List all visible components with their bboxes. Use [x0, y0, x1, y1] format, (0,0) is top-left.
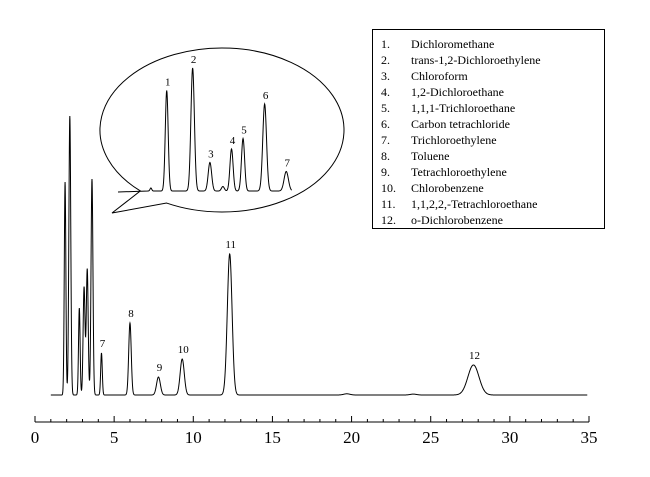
legend-item-number: 2.	[381, 53, 390, 67]
legend-item: 2. trans-1,2-Dichloroethylene	[381, 52, 604, 68]
x-tick-label: 20	[343, 428, 360, 447]
x-tick-label: 25	[422, 428, 439, 447]
legend-item: 7. Trichloroethylene	[381, 132, 604, 148]
peak-label: 10	[178, 344, 190, 356]
x-tick-label: 0	[31, 428, 40, 447]
inset-peak-label: 6	[263, 90, 269, 102]
x-tick-label: 5	[110, 428, 119, 447]
legend-item: 9. Tetrachloroethylene	[381, 164, 604, 180]
legend-item-number: 3.	[381, 69, 390, 83]
legend-item-name: Toluene	[411, 149, 450, 163]
peak-label: 11	[225, 239, 236, 251]
inset-bubble	[99, 47, 345, 214]
legend-item: 12. o-Dichlorobenzene	[381, 212, 604, 228]
inset-peak-label: 1	[165, 77, 171, 89]
legend-item-name: Carbon tetrachloride	[411, 117, 510, 131]
x-tick-label: 10	[185, 428, 202, 447]
inset-trace	[117, 67, 293, 193]
legend-item-name: Tetrachloroethylene	[411, 165, 507, 179]
legend-item-name: 1,1,2,2,-Tetrachloroethane	[411, 197, 538, 211]
legend-item-name: trans-1,2-Dichloroethylene	[411, 53, 541, 67]
inset-peak-label: 3	[208, 149, 214, 161]
inset-peak-label: 7	[284, 158, 290, 170]
legend-item-number: 5.	[381, 101, 390, 115]
legend-item-number: 6.	[381, 117, 390, 131]
legend-item-number: 8.	[381, 149, 390, 163]
legend-item: 1. Dichloromethane	[381, 36, 604, 52]
legend-item-number: 7.	[381, 133, 390, 147]
peak-labels: 7 8 9 10 11 12	[100, 239, 480, 374]
legend-item-number: 10.	[381, 181, 396, 195]
inset-peak-labels: 1 2 3 45 6 7	[165, 54, 291, 170]
legend-item-number: 11.	[381, 197, 396, 211]
legend-item-name: Trichloroethylene	[411, 133, 497, 147]
x-tick-label: 15	[264, 428, 281, 447]
x-axis: 0 5 10 15 20 25 30 35	[31, 416, 598, 447]
inset-peak-label: 4	[230, 135, 236, 147]
x-tick-label: 30	[501, 428, 518, 447]
legend-item-name: o-Dichlorobenzene	[411, 213, 503, 227]
legend: 1. Dichloromethane 2. trans-1,2-Dichloroeth…	[372, 29, 605, 229]
legend-item-number: 12.	[381, 213, 396, 227]
inset-callout: 1 2 3 45 6 7	[99, 47, 345, 214]
legend-item: 6. Carbon tetrachloride	[381, 116, 604, 132]
x-tick-label: 35	[581, 428, 598, 447]
legend-item-name: Chloroform	[411, 69, 468, 83]
chromatogram-trace	[50, 115, 588, 396]
legend-item-number: 4.	[381, 85, 390, 99]
legend-item-number: 9.	[381, 165, 390, 179]
legend-item: 8. Toluene	[381, 148, 604, 164]
peak-label: 8	[128, 308, 134, 320]
legend-item: 3. Chloroform	[381, 68, 604, 84]
legend-item-name: Dichloromethane	[411, 37, 495, 51]
inset-peak-label: 2	[191, 54, 197, 66]
legend-item: 4. 1,2-Dichloroethane	[381, 84, 604, 100]
legend-item: 11. 1,1,2,2,-Tetrachloroethane	[381, 196, 604, 212]
legend-item-name: 1,1,1-Trichloroethane	[411, 101, 516, 115]
peak-label: 7	[100, 338, 106, 350]
legend-item-number: 1.	[381, 37, 390, 51]
legend-item: 5. 1,1,1-Trichloroethane	[381, 100, 604, 116]
peak-label: 9	[157, 362, 163, 374]
peak-label: 12	[469, 350, 480, 362]
legend-item-name: Chlorobenzene	[411, 181, 484, 195]
legend-item: 10. Chlorobenzene	[381, 180, 604, 196]
inset-peak-label: 5	[241, 125, 247, 137]
legend-item-name: 1,2-Dichloroethane	[411, 85, 504, 99]
